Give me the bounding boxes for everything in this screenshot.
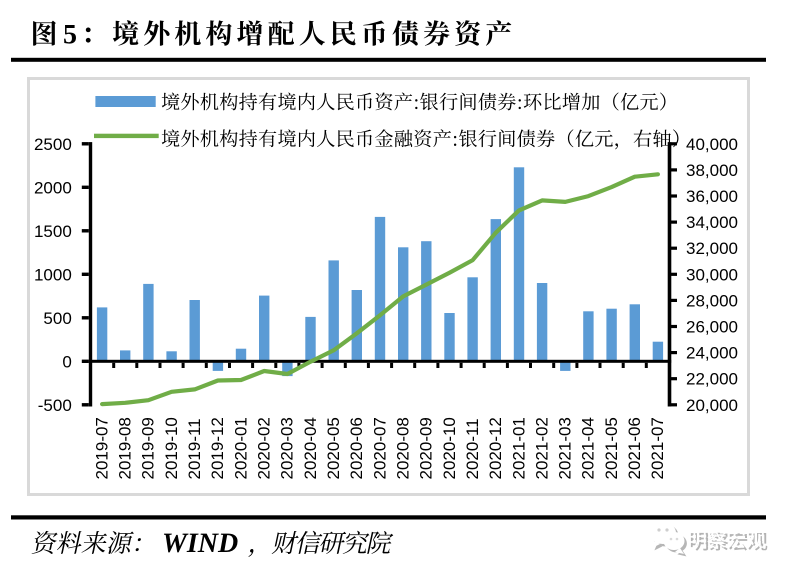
svg-text:2021-01: 2021-01 xyxy=(509,417,528,479)
svg-text:2019-08: 2019-08 xyxy=(116,417,135,479)
svg-text:32,000: 32,000 xyxy=(686,239,738,258)
svg-text:2020-07: 2020-07 xyxy=(370,417,389,479)
svg-text:40,000: 40,000 xyxy=(686,135,738,154)
svg-text:2020-05: 2020-05 xyxy=(324,417,343,479)
svg-text:2500: 2500 xyxy=(34,135,72,154)
svg-text:0: 0 xyxy=(62,352,71,371)
svg-text:2020-03: 2020-03 xyxy=(278,417,297,479)
svg-text:2020-01: 2020-01 xyxy=(231,417,250,479)
svg-text:2020-10: 2020-10 xyxy=(440,417,459,479)
svg-text:38,000: 38,000 xyxy=(686,161,738,180)
svg-text:2020-08: 2020-08 xyxy=(394,417,413,479)
svg-text:2020-02: 2020-02 xyxy=(255,417,274,479)
svg-text:2019-11: 2019-11 xyxy=(185,418,204,479)
svg-text:1500: 1500 xyxy=(34,222,72,241)
svg-text:2020-04: 2020-04 xyxy=(301,417,320,479)
svg-text:26,000: 26,000 xyxy=(686,318,738,337)
svg-text:500: 500 xyxy=(43,309,71,328)
svg-text:2020-11: 2020-11 xyxy=(463,418,482,479)
svg-text:-500: -500 xyxy=(38,396,72,415)
svg-text:34,000: 34,000 xyxy=(686,213,738,232)
svg-text:24,000: 24,000 xyxy=(686,344,738,363)
svg-text:22,000: 22,000 xyxy=(686,370,738,389)
svg-text:2019-12: 2019-12 xyxy=(208,417,227,479)
svg-text:36,000: 36,000 xyxy=(686,187,738,206)
svg-text:2019-07: 2019-07 xyxy=(92,417,111,479)
svg-text:2020-12: 2020-12 xyxy=(486,417,505,479)
svg-text:2019-09: 2019-09 xyxy=(139,417,158,479)
svg-text:30,000: 30,000 xyxy=(686,265,738,284)
svg-text:1000: 1000 xyxy=(34,265,72,284)
svg-text:2021-05: 2021-05 xyxy=(602,417,621,479)
svg-text:2021-03: 2021-03 xyxy=(556,417,575,479)
svg-text:2000: 2000 xyxy=(34,178,72,197)
svg-text:2020-09: 2020-09 xyxy=(417,417,436,479)
svg-text:2020-06: 2020-06 xyxy=(347,417,366,479)
svg-text:2021-06: 2021-06 xyxy=(625,417,644,479)
svg-text:2021-04: 2021-04 xyxy=(579,417,598,479)
svg-text:28,000: 28,000 xyxy=(686,291,738,310)
svg-text:2019-10: 2019-10 xyxy=(162,417,181,479)
svg-text:2021-02: 2021-02 xyxy=(532,417,551,479)
svg-text:2021-07: 2021-07 xyxy=(648,417,667,479)
svg-text:20,000: 20,000 xyxy=(686,396,738,415)
